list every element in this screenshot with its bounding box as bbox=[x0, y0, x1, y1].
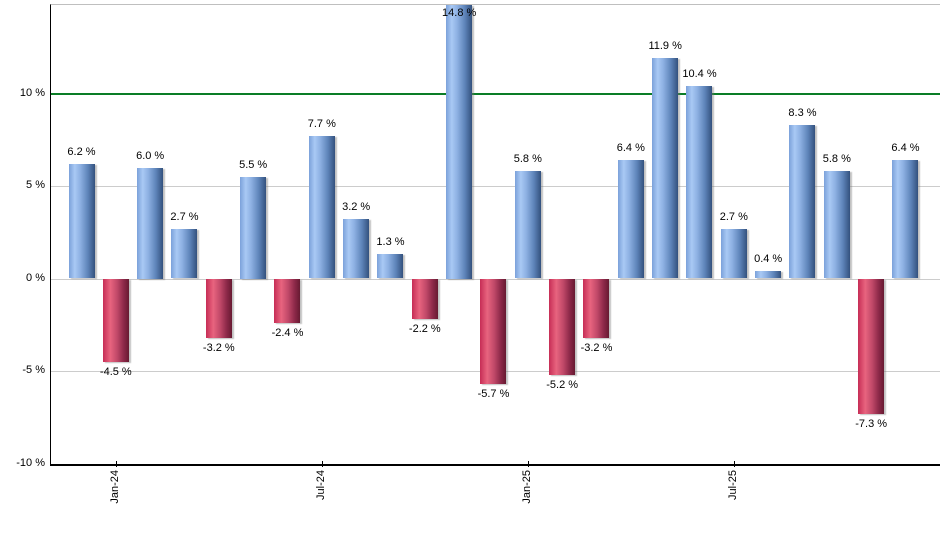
bar-value-label: 5.8 % bbox=[513, 153, 542, 166]
bar-positive bbox=[308, 136, 335, 279]
bar-negative bbox=[549, 278, 576, 375]
bar-value-label: 0.4 % bbox=[754, 253, 783, 266]
bar-positive bbox=[137, 167, 164, 279]
bar-value-label: -2.2 % bbox=[408, 323, 441, 336]
bar-negative bbox=[411, 278, 438, 320]
y-tick-label: 10 % bbox=[19, 86, 45, 99]
bar-value-label: 5.5 % bbox=[239, 158, 268, 171]
bar-positive bbox=[823, 171, 850, 279]
bar-positive bbox=[789, 124, 816, 279]
x-tick-mark bbox=[321, 461, 323, 467]
bar-value-label: 8.3 % bbox=[788, 106, 817, 119]
bar-value-label: 6.2 % bbox=[67, 145, 96, 158]
x-tick-mark bbox=[733, 461, 735, 467]
bar-positive bbox=[617, 160, 644, 279]
bar-value-label: 3.2 % bbox=[342, 201, 371, 214]
y-tick-label: 5 % bbox=[26, 179, 45, 191]
bar-value-label: 5.8 % bbox=[822, 153, 851, 166]
x-tick-mark bbox=[115, 461, 117, 467]
x-tick-label: Jan-25 bbox=[520, 470, 533, 504]
x-tick-mark bbox=[527, 461, 529, 467]
bar-value-label: -5.2 % bbox=[546, 378, 579, 391]
y-tick-label: -5 % bbox=[22, 364, 45, 376]
gridline-5pct bbox=[51, 186, 940, 187]
bar-value-label: 1.3 % bbox=[376, 236, 405, 249]
bar-positive bbox=[720, 228, 747, 279]
reference-line-10pct bbox=[51, 92, 940, 95]
bar-value-label: -3.2 % bbox=[580, 341, 613, 354]
y-tick-label: 0 % bbox=[26, 271, 45, 284]
y-tick-label: -10 % bbox=[16, 456, 45, 469]
bar-value-label: 6.0 % bbox=[136, 149, 165, 162]
x-tick-label: Jan-24 bbox=[108, 470, 121, 504]
bar-positive bbox=[446, 5, 473, 279]
bar-positive bbox=[377, 254, 404, 279]
bar-negative bbox=[205, 278, 232, 338]
bar-value-label: -5.7 % bbox=[477, 387, 510, 400]
bar-negative bbox=[274, 278, 301, 323]
bar-positive bbox=[343, 219, 370, 279]
plot-area: 6.2 % -4.5 % 6.0 % 2.7 % -3.2 % 5.5 % -2.4 % 7.… bbox=[50, 4, 940, 466]
bar-value-label: 11.9 % bbox=[648, 40, 682, 53]
bar-positive bbox=[755, 271, 782, 279]
bar-value-label: 2.7 % bbox=[719, 210, 748, 223]
bar-negative bbox=[102, 278, 129, 362]
bar-negative bbox=[583, 278, 610, 338]
bar-positive bbox=[240, 176, 267, 279]
bar-value-label: 10.4 % bbox=[682, 68, 717, 81]
bar-negative bbox=[480, 278, 507, 384]
bar-negative bbox=[858, 278, 885, 414]
bar-value-label: 2.7 % bbox=[170, 210, 199, 223]
bar-value-label: 6.4 % bbox=[891, 142, 920, 155]
x-tick-label: Jul-25 bbox=[726, 470, 739, 500]
bar-value-label: -3.2 % bbox=[202, 341, 235, 354]
bar-positive bbox=[652, 58, 679, 279]
bar-value-label: -2.4 % bbox=[271, 326, 304, 339]
bar-positive bbox=[171, 228, 198, 279]
bar-value-label: -4.5 % bbox=[99, 365, 132, 378]
bar-value-label: 14.8 % bbox=[442, 7, 477, 19]
bar-positive bbox=[686, 86, 713, 279]
bar-value-label: 6.4 % bbox=[616, 142, 645, 155]
bar-value-label: 7.7 % bbox=[307, 118, 336, 131]
bar-value-label: -7.3 % bbox=[855, 417, 888, 430]
bar-positive bbox=[514, 171, 541, 279]
bar-positive bbox=[892, 160, 919, 279]
bar-positive bbox=[68, 163, 95, 279]
x-tick-label: Jul-24 bbox=[314, 470, 327, 500]
